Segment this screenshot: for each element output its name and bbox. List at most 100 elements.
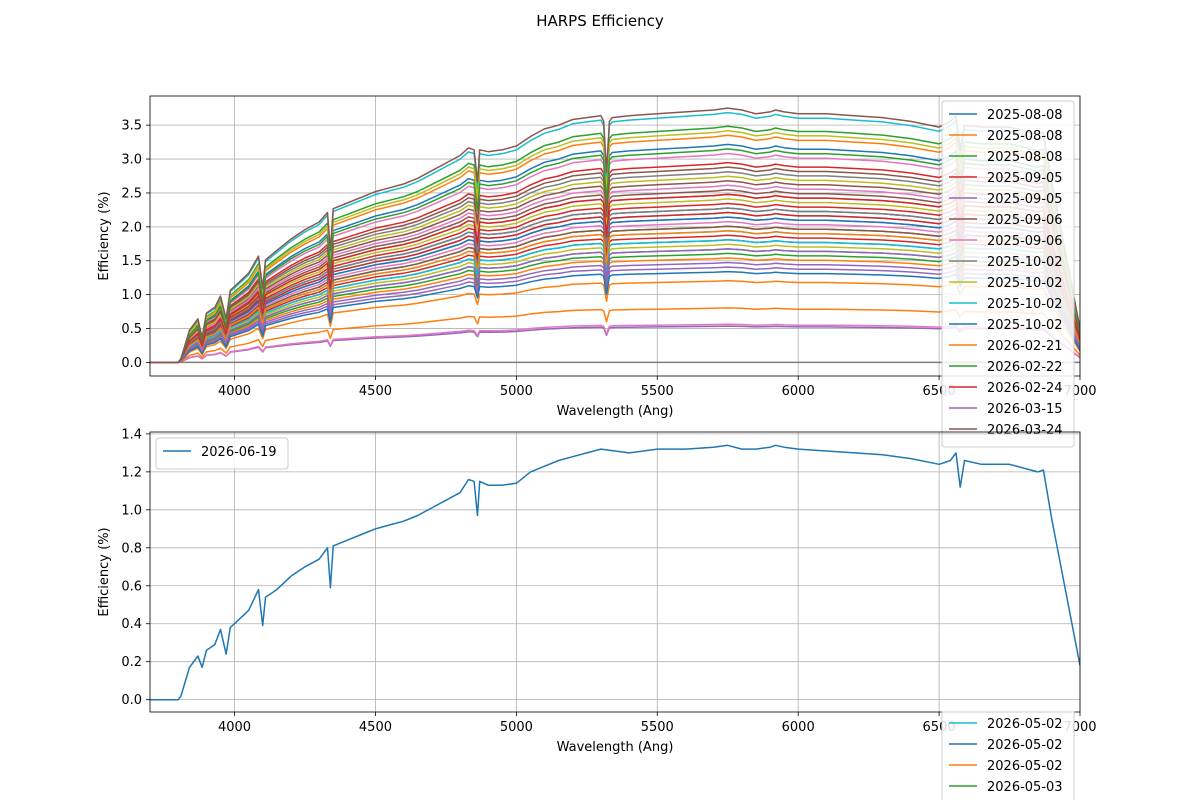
series-line <box>150 166 1080 364</box>
series-line <box>150 444 1080 701</box>
x-tick-label: 5000 <box>500 720 533 735</box>
series-line <box>150 198 1080 364</box>
series-line <box>150 270 1080 364</box>
y-tick-label: 0.6 <box>121 579 142 594</box>
overflow-legend: 2026-05-02 2026-05-02 2026-05-02 2026-05-03 <box>941 711 1075 800</box>
series-line <box>150 179 1080 364</box>
y-tick-label: 1.0 <box>121 288 142 303</box>
series-line <box>150 243 1080 364</box>
series-line <box>150 225 1080 364</box>
legend-entry-label: 2025-08-08 <box>987 129 1063 144</box>
legend-entry-label: 2026-05-02 <box>987 717 1063 732</box>
bottom-axes: 4000 4500 5000 5500 6000 6500 70000.00.20.40.6… <box>97 427 1097 755</box>
legend-entry-label: 2026-06-19 <box>201 445 277 460</box>
y-tick-label: 1.2 <box>121 465 142 480</box>
series-line <box>150 189 1080 364</box>
y-tick-label: 2.0 <box>121 220 142 235</box>
x-tick-label: 5000 <box>500 384 533 399</box>
series-line <box>150 257 1080 364</box>
series-line <box>150 239 1080 364</box>
legend-box <box>941 100 1075 448</box>
x-tick-label: 5500 <box>641 384 674 399</box>
legend-entry-label: 2025-10-02 <box>987 297 1063 312</box>
series-line <box>150 152 1080 364</box>
y-tick-label: 0.4 <box>121 617 142 632</box>
legend-entry-label: 2026-02-21 <box>987 339 1063 354</box>
series-line <box>150 148 1080 364</box>
y-axis-label: Efficiency (%) <box>97 527 112 616</box>
y-tick-label: 3.5 <box>121 119 142 134</box>
legend-entry-label: 2026-05-02 <box>987 738 1063 753</box>
legend-entry-label: 2026-03-24 <box>987 423 1063 438</box>
legend-entry-label: 2025-10-02 <box>987 276 1063 291</box>
series-line <box>150 220 1080 364</box>
series-line <box>150 266 1080 364</box>
axes-frame <box>149 95 1081 377</box>
series-line <box>150 107 1080 364</box>
series-line <box>150 211 1080 364</box>
series-line <box>150 134 1080 364</box>
plot-lines <box>150 444 1080 701</box>
series-line <box>150 175 1080 364</box>
series-line <box>150 207 1080 364</box>
series-line <box>150 170 1080 364</box>
legend-entry-label: 2025-08-08 <box>987 150 1063 165</box>
series-line <box>150 130 1080 364</box>
x-tick-label: 6000 <box>782 384 815 399</box>
series-line <box>150 143 1080 364</box>
x-tick-label: 4000 <box>218 384 251 399</box>
y-tick-label: 0.5 <box>121 322 142 337</box>
legend: 2025-08-08 2025-08-08 2025-08-08 2025-09-05… <box>941 100 1075 448</box>
y-tick-label: 1.4 <box>121 427 142 442</box>
series-line <box>150 111 1080 364</box>
legend-entry-label: 2025-09-06 <box>987 234 1063 249</box>
legend-entry-label: 2025-10-02 <box>987 255 1063 270</box>
x-axis-label: Wavelength (Ang) <box>557 404 674 419</box>
x-tick-label: 6000 <box>782 720 815 735</box>
y-tick-label: 0.0 <box>121 693 142 708</box>
legend-entry-label: 2026-03-15 <box>987 402 1063 417</box>
series-line <box>150 261 1080 364</box>
axes-frame <box>149 431 1081 713</box>
series-line <box>150 202 1080 364</box>
y-tick-label: 2.5 <box>121 186 142 201</box>
series-line <box>150 234 1080 364</box>
y-tick-label: 0.0 <box>121 356 142 371</box>
y-tick-label: 3.0 <box>121 153 142 168</box>
legend-entry-label: 2025-10-02 <box>987 318 1063 333</box>
legend-entry-label: 2025-08-08 <box>987 108 1063 123</box>
y-tick-label: 0.8 <box>121 541 142 556</box>
legend: 2026-06-19 <box>155 437 289 470</box>
series-line <box>150 193 1080 364</box>
legend-entry-label: 2026-02-24 <box>987 381 1063 396</box>
x-tick-label: 4000 <box>218 720 251 735</box>
legend-entry-label: 2025-09-05 <box>987 171 1063 186</box>
x-axis-label: Wavelength (Ang) <box>557 740 674 755</box>
plot-lines <box>150 107 1080 364</box>
legend-entry-label: 2025-09-06 <box>987 213 1063 228</box>
y-tick-label: 0.2 <box>121 655 142 670</box>
series-line <box>150 161 1080 364</box>
legend-entry-label: 2026-05-02 <box>987 759 1063 774</box>
series-line <box>150 252 1080 364</box>
legend-entry-label: 2026-02-22 <box>987 360 1063 375</box>
series-line <box>150 216 1080 364</box>
series-line <box>150 184 1080 364</box>
series-line <box>150 125 1080 364</box>
y-tick-label: 1.5 <box>121 254 142 269</box>
series-line <box>150 323 1080 364</box>
series-line <box>150 229 1080 364</box>
top-axes: 4000 4500 5000 5500 6000 6500 70000.00.51.01.5… <box>97 95 1097 448</box>
figure-title: HARPS Efficiency <box>536 12 664 30</box>
legend-box <box>155 437 289 470</box>
legend-entry-label: 2025-09-05 <box>987 192 1063 207</box>
series-line <box>150 248 1080 364</box>
y-tick-label: 1.0 <box>121 503 142 518</box>
x-tick-label: 4500 <box>359 384 392 399</box>
x-tick-label: 4500 <box>359 720 392 735</box>
x-tick-label: 5500 <box>641 720 674 735</box>
y-axis-label: Efficiency (%) <box>97 191 112 280</box>
series-line <box>150 307 1080 364</box>
legend-entry-label: 2026-05-03 <box>987 780 1063 795</box>
